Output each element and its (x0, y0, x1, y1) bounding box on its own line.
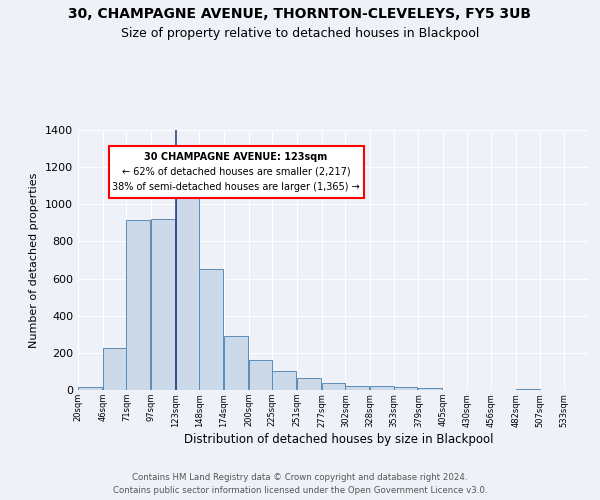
Bar (248, 360, 272, 390)
Text: 38% of semi-detached houses are larger (1,365) →: 38% of semi-detached houses are larger (… (112, 182, 360, 192)
Bar (272, 370, 296, 390)
Bar (151, 219, 175, 390)
Bar (322, 383, 346, 390)
Text: ← 62% of detached houses are smaller (2,217): ← 62% of detached houses are smaller (2,… (122, 167, 350, 177)
Bar (418, 388, 442, 390)
Text: Contains public sector information licensed under the Open Government Licence v3: Contains public sector information licen… (113, 486, 487, 495)
Text: Contains HM Land Registry data © Crown copyright and database right 2024.: Contains HM Land Registry data © Crown c… (132, 472, 468, 482)
Bar (516, 388, 539, 390)
Text: 30 CHAMPAGNE AVENUE: 123sqm: 30 CHAMPAGNE AVENUE: 123sqm (145, 152, 328, 162)
Bar (199, 270, 223, 390)
Bar (370, 386, 394, 390)
Bar (394, 386, 418, 390)
Bar (103, 348, 127, 390)
Bar (127, 220, 150, 390)
Bar (224, 336, 248, 390)
FancyBboxPatch shape (109, 146, 364, 198)
Bar (78, 387, 101, 390)
Bar (346, 386, 369, 390)
Text: 30, CHAMPAGNE AVENUE, THORNTON-CLEVELEYS, FY5 3UB: 30, CHAMPAGNE AVENUE, THORNTON-CLEVELEYS… (68, 8, 532, 22)
Text: Size of property relative to detached houses in Blackpool: Size of property relative to detached ho… (121, 28, 479, 40)
Bar (297, 378, 320, 390)
Text: Distribution of detached houses by size in Blackpool: Distribution of detached houses by size … (184, 432, 494, 446)
Y-axis label: Number of detached properties: Number of detached properties (29, 172, 40, 348)
Bar (176, 190, 199, 390)
